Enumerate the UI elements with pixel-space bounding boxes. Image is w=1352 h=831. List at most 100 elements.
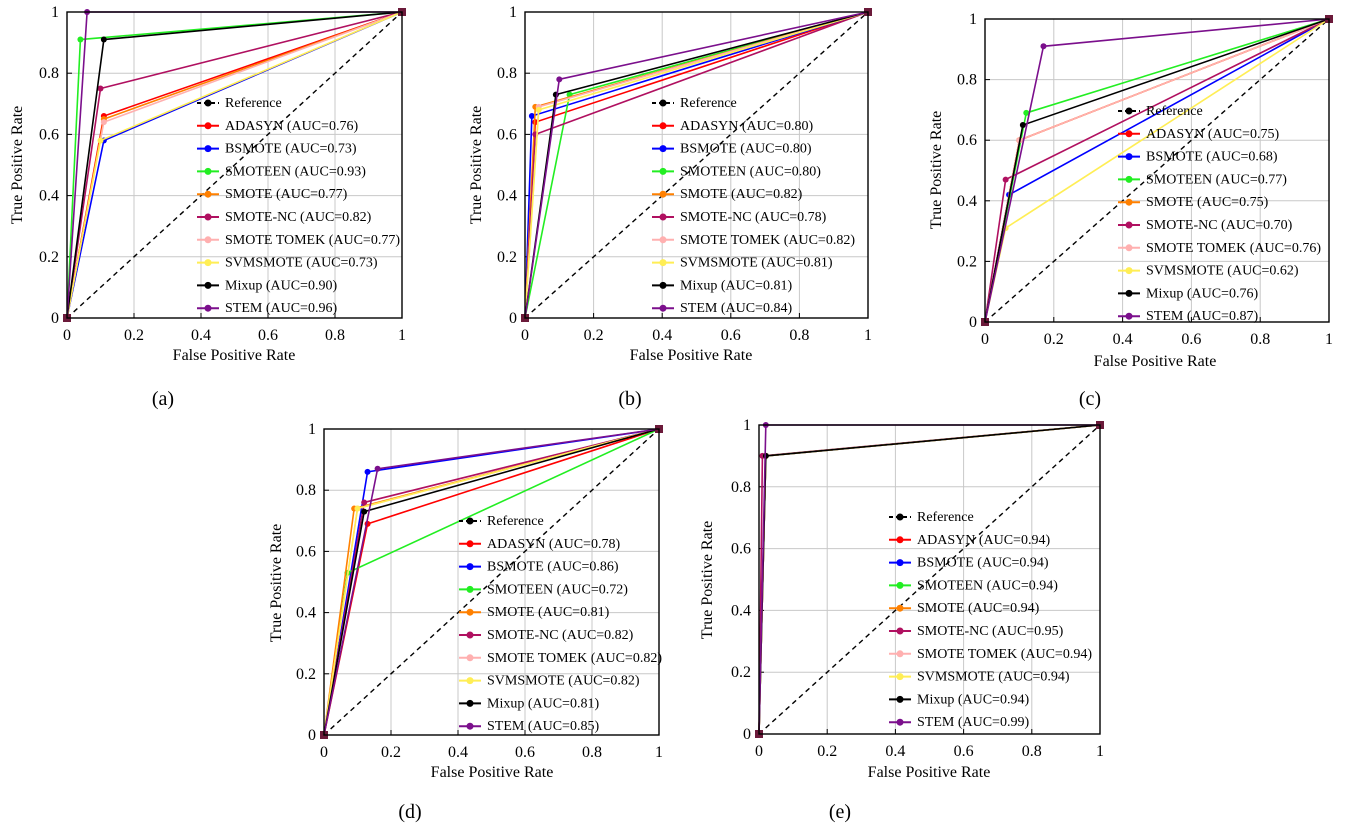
y-axis-label: True Positive Rate xyxy=(928,111,945,230)
x-tick-label: 0.2 xyxy=(584,327,604,344)
legend-swatch-marker xyxy=(896,673,904,681)
y-tick-label: 0.6 xyxy=(296,543,316,560)
panel-caption: (b) xyxy=(618,388,641,410)
legend-label: SMOTE-NC (AUC=0.78) xyxy=(680,210,827,225)
plot-frame xyxy=(323,428,660,736)
legend-label: Mixup (AUC=0.81) xyxy=(487,696,599,711)
reference-line xyxy=(984,18,1330,323)
legend-label: SMOTEEN (AUC=0.77) xyxy=(1146,172,1287,187)
legend-label: SVMSMOTE (AUC=0.82) xyxy=(487,674,640,689)
legend-label: SMOTE-NC (AUC=0.82) xyxy=(225,210,372,225)
reference-line xyxy=(66,11,403,319)
legend-label: ADASYN (AUC=0.80) xyxy=(680,119,813,134)
y-tick-label: 1 xyxy=(509,4,517,21)
legend-swatch-marker xyxy=(659,281,667,289)
series-point xyxy=(364,468,371,475)
y-tick-label: 0.2 xyxy=(731,664,751,681)
legend-label: SMOTEEN (AUC=0.72) xyxy=(487,582,628,597)
x-tick-label: 0.8 xyxy=(1250,331,1270,348)
x-tick-label: 0.8 xyxy=(789,327,809,344)
legend-label: Reference xyxy=(487,514,544,529)
legend-swatch-marker xyxy=(659,236,667,244)
legend-label: SVMSMOTE (AUC=0.62) xyxy=(1146,264,1299,279)
legend-label: Reference xyxy=(1146,104,1203,119)
y-tick-label: 0 xyxy=(51,310,59,327)
y-tick-label: 0.4 xyxy=(296,605,316,622)
x-tick-label: 0.2 xyxy=(124,327,144,344)
series-point xyxy=(100,36,107,43)
legend-swatch-marker xyxy=(204,259,212,267)
legend-label: Mixup (AUC=0.94) xyxy=(917,692,1029,707)
legend-label: SMOTE-NC (AUC=0.95) xyxy=(917,624,1064,639)
y-tick-label: 0.6 xyxy=(731,541,751,558)
plot-frame xyxy=(524,11,869,319)
x-axis-label: False Positive Rate xyxy=(1094,353,1217,370)
legend-label: SMOTE (AUC=0.94) xyxy=(917,601,1040,616)
legend-swatch-marker xyxy=(896,718,904,726)
y-tick-label: 0 xyxy=(743,726,751,743)
y-tick-label: 0.2 xyxy=(497,249,517,266)
x-tick-label: 0 xyxy=(521,327,529,344)
legend-swatch-marker xyxy=(466,699,474,707)
legend-swatch-marker xyxy=(1125,267,1133,275)
legend-swatch-marker xyxy=(204,167,212,175)
x-tick-label: 0 xyxy=(320,744,328,761)
legend-label: SMOTE (AUC=0.75) xyxy=(1146,195,1269,210)
panel-caption: (a) xyxy=(152,388,174,410)
panel-caption: (e) xyxy=(829,801,851,823)
x-axis-label: False Positive Rate xyxy=(868,764,991,781)
legend-label: SMOTEEN (AUC=0.94) xyxy=(917,578,1058,593)
y-tick-label: 0 xyxy=(969,314,977,331)
legend-swatch-marker xyxy=(204,190,212,198)
series-point xyxy=(97,137,104,144)
y-tick-label: 0 xyxy=(509,310,517,327)
y-tick-label: 0.8 xyxy=(497,65,517,82)
x-tick-label: 0.6 xyxy=(954,743,974,760)
legend-swatch-marker xyxy=(896,695,904,703)
roc-panel: 0 0.2 0.4 0.6 0.8 1 0 0.2 0.4 0.6 0.8 1 Reference ADA… xyxy=(699,417,1104,823)
x-tick-label: 0.8 xyxy=(582,744,602,761)
legend-label: Mixup (AUC=0.90) xyxy=(225,278,337,293)
roc-panel: 0 0.2 0.4 0.6 0.8 1 0 0.2 0.4 0.6 0.8 1 Reference ADA… xyxy=(468,4,872,410)
legend-label: ADASYN (AUC=0.78) xyxy=(487,537,620,552)
y-tick-label: 0.6 xyxy=(497,126,517,143)
x-tick-label: 1 xyxy=(1096,743,1104,760)
x-tick-label: 0 xyxy=(63,327,71,344)
legend-label: SMOTE TOMEK (AUC=0.82) xyxy=(487,651,662,666)
y-tick-label: 1 xyxy=(969,11,977,28)
y-tick-label: 1 xyxy=(743,417,751,434)
x-tick-label: 0.2 xyxy=(817,743,837,760)
x-tick-label: 0.6 xyxy=(515,744,535,761)
y-tick-label: 0.6 xyxy=(957,132,977,149)
y-tick-label: 0.4 xyxy=(957,193,977,210)
legend-swatch-marker xyxy=(659,122,667,130)
legend-swatch-marker xyxy=(466,722,474,730)
series-point xyxy=(361,508,368,515)
legend-label: Reference xyxy=(917,510,974,525)
x-tick-label: 1 xyxy=(864,327,872,344)
legend-swatch-marker xyxy=(1125,175,1133,183)
y-axis-label: True Positive Rate xyxy=(9,106,26,225)
y-tick-label: 1 xyxy=(51,4,59,21)
legend-swatch-marker xyxy=(204,122,212,130)
x-tick-label: 0.4 xyxy=(448,744,468,761)
legend-label: SVMSMOTE (AUC=0.81) xyxy=(680,256,833,271)
panel-caption: (d) xyxy=(398,801,421,823)
y-tick-label: 0.2 xyxy=(957,253,977,270)
x-tick-label: 1 xyxy=(1325,331,1333,348)
legend-swatch-marker xyxy=(659,99,667,107)
legend-swatch-marker xyxy=(896,536,904,544)
roc-panel: 0 0.2 0.4 0.6 0.8 1 0 0.2 0.4 0.6 0.8 1 Reference ADA… xyxy=(9,4,406,410)
series-point xyxy=(77,36,84,43)
legend-swatch-marker xyxy=(466,563,474,571)
series-point xyxy=(354,505,361,512)
legend-label: Mixup (AUC=0.81) xyxy=(680,278,792,293)
x-tick-label: 0.2 xyxy=(381,744,401,761)
y-tick-label: 0.8 xyxy=(296,482,316,499)
legend-swatch-marker xyxy=(896,581,904,589)
legend-swatch-marker xyxy=(659,213,667,221)
x-tick-label: 0.6 xyxy=(258,327,278,344)
legend-swatch-marker xyxy=(204,304,212,312)
x-tick-label: 0 xyxy=(981,331,989,348)
legend-label: BSMOTE (AUC=0.80) xyxy=(680,142,812,157)
